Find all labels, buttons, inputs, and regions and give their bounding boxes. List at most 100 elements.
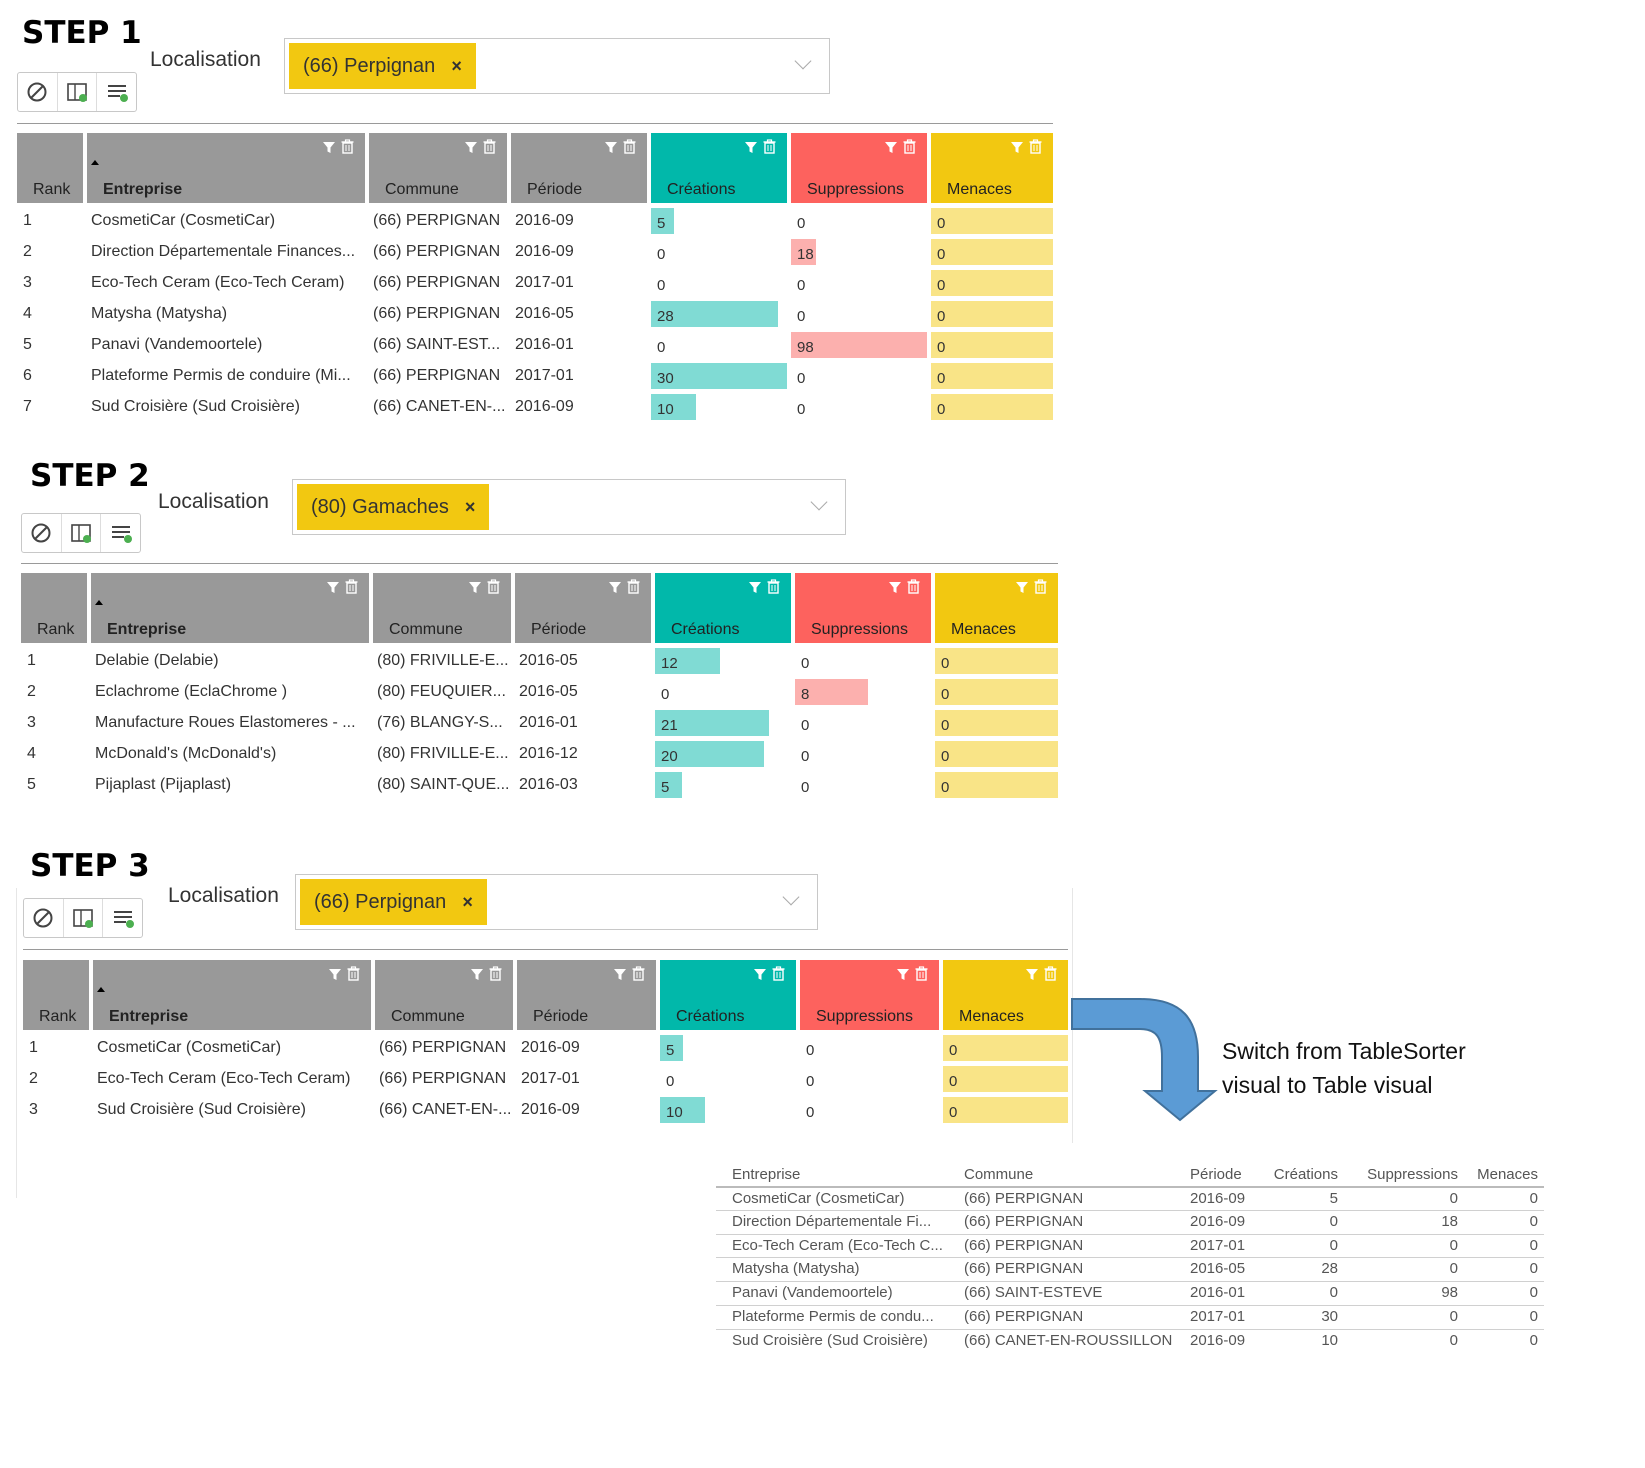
table-row[interactable]: 6 Plateforme Permis de conduire (Mi... (66… (17, 360, 1053, 391)
column-header-periode[interactable]: Période (511, 133, 651, 203)
delete-button[interactable] (344, 579, 359, 598)
filter-button[interactable] (744, 139, 758, 158)
clear-filter-button[interactable] (24, 899, 64, 937)
column-header-periode[interactable]: Période (517, 960, 660, 1030)
filter-button[interactable] (608, 579, 622, 598)
selected-location-chip[interactable]: (66) Perpignan × (300, 879, 487, 925)
selected-location-chip[interactable]: (66) Perpignan × (289, 43, 476, 89)
delete-button[interactable] (482, 139, 497, 158)
column-header-rank[interactable]: Rank (21, 573, 91, 643)
filter-button[interactable] (884, 139, 898, 158)
delete-button[interactable] (762, 139, 777, 158)
sort-asc-icon[interactable] (91, 160, 99, 165)
column-header-suppressions[interactable]: Suppressions (791, 133, 931, 203)
table-row[interactable]: 7 Sud Croisière (Sud Croisière) (66) CANET… (17, 391, 1053, 422)
localisation-slicer[interactable]: (66) Perpignan × (295, 874, 818, 930)
table-row[interactable]: 2 Direction Départementale Finances... (66… (17, 236, 1053, 267)
add-report-button[interactable] (58, 73, 98, 111)
sort-asc-icon[interactable] (97, 987, 105, 992)
column-header-suppressions[interactable]: Suppressions (800, 960, 943, 1030)
column-header-menaces[interactable]: Menaces (935, 573, 1058, 643)
table-visual-header-entreprise[interactable]: Entreprise (732, 1166, 801, 1183)
column-header-creations[interactable]: Créations (651, 133, 791, 203)
chip-remove-icon[interactable]: × (464, 496, 476, 517)
table-visual-header-suppressions[interactable]: Suppressions (1367, 1166, 1458, 1183)
delete-button[interactable] (914, 966, 929, 985)
filter-button[interactable] (748, 579, 762, 598)
table-row[interactable]: 3 Manufacture Roues Elastomeres - ... (76)… (21, 707, 1058, 738)
column-header-creations[interactable]: Créations (655, 573, 795, 643)
delete-button[interactable] (1033, 579, 1048, 598)
chevron-down-icon[interactable] (782, 888, 800, 906)
add-list-button[interactable] (97, 73, 136, 111)
chevron-down-icon[interactable] (810, 493, 828, 511)
table-row[interactable]: 4 McDonald's (McDonald's) (80) FRIVILLE-E.… (21, 738, 1058, 769)
delete-button[interactable] (488, 966, 503, 985)
selected-location-chip[interactable]: (80) Gamaches × (297, 484, 490, 530)
table-row[interactable]: 1 Delabie (Delabie) (80) FRIVILLE-E... 2016… (21, 645, 1058, 676)
delete-button[interactable] (340, 139, 355, 158)
column-header-menaces[interactable]: Menaces (931, 133, 1053, 203)
column-header-commune[interactable]: Commune (369, 133, 511, 203)
table-row[interactable]: 2 Eco-Tech Ceram (Eco-Tech Ceram) (66) PER… (23, 1063, 1068, 1094)
column-header-entreprise[interactable]: Entreprise (93, 960, 375, 1030)
delete-button[interactable] (346, 966, 361, 985)
delete-button[interactable] (631, 966, 646, 985)
column-header-periode[interactable]: Période (515, 573, 655, 643)
filter-button[interactable] (322, 139, 336, 158)
clear-filter-button[interactable] (22, 514, 62, 552)
filter-button[interactable] (613, 966, 627, 985)
delete-button[interactable] (622, 139, 637, 158)
table-visual-row[interactable]: Panavi (Vandemoortele) (66) SAINT-ESTEVE 2… (716, 1281, 1544, 1306)
delete-button[interactable] (626, 579, 641, 598)
column-header-commune[interactable]: Commune (375, 960, 517, 1030)
table-row[interactable]: 4 Matysha (Matysha) (66) PERPIGNAN 2016-05 2… (17, 298, 1053, 329)
column-header-commune[interactable]: Commune (373, 573, 515, 643)
filter-button[interactable] (1025, 966, 1039, 985)
delete-button[interactable] (902, 139, 917, 158)
chevron-down-icon[interactable] (794, 52, 812, 70)
table-row[interactable]: 5 Pijaplast (Pijaplast) (80) SAINT-QUE... 2… (21, 769, 1058, 800)
table-visual-row[interactable]: Eco-Tech Ceram (Eco-Tech C... (66) PERPIG… (716, 1233, 1544, 1259)
table-visual-row[interactable]: Sud Croisière (Sud Croisière) (66) CANET-… (716, 1328, 1544, 1354)
column-header-menaces[interactable]: Menaces (943, 960, 1068, 1030)
filter-button[interactable] (328, 966, 342, 985)
table-row[interactable]: 1 CosmetiCar (CosmetiCar) (66) PERPIGNAN 20… (17, 205, 1053, 236)
table-visual-header-menaces[interactable]: Menaces (1477, 1166, 1538, 1183)
filter-button[interactable] (1010, 139, 1024, 158)
table-row[interactable]: 3 Sud Croisière (Sud Croisière) (66) CANET… (23, 1094, 1068, 1125)
filter-button[interactable] (464, 139, 478, 158)
delete-button[interactable] (486, 579, 501, 598)
delete-button[interactable] (906, 579, 921, 598)
add-report-button[interactable] (62, 514, 102, 552)
column-header-entreprise[interactable]: Entreprise (87, 133, 369, 203)
filter-button[interactable] (888, 579, 902, 598)
add-list-button[interactable] (103, 899, 142, 937)
table-visual-row[interactable]: Matysha (Matysha) (66) PERPIGNAN 2016-05 28… (716, 1257, 1544, 1282)
filter-button[interactable] (604, 139, 618, 158)
table-visual-row[interactable]: Plateforme Permis de condu... (66) PERPIG… (716, 1305, 1544, 1330)
table-row[interactable]: 2 Eclachrome (EclaChrome ) (80) FEUQUIER..… (21, 676, 1058, 707)
table-visual-row[interactable]: Direction Départementale Fi... (66) PERPI… (716, 1209, 1544, 1235)
table-row[interactable]: 3 Eco-Tech Ceram (Eco-Tech Ceram) (66) PER… (17, 267, 1053, 298)
table-visual-row[interactable]: CosmetiCar (CosmetiCar) (66) PERPIGNAN 201… (716, 1186, 1544, 1212)
table-row[interactable]: 1 CosmetiCar (CosmetiCar) (66) PERPIGNAN 20… (23, 1032, 1068, 1063)
filter-button[interactable] (470, 966, 484, 985)
column-header-entreprise[interactable]: Entreprise (91, 573, 373, 643)
localisation-slicer[interactable]: (66) Perpignan × (284, 38, 830, 94)
localisation-slicer[interactable]: (80) Gamaches × (292, 479, 846, 535)
filter-button[interactable] (896, 966, 910, 985)
add-report-button[interactable] (64, 899, 104, 937)
table-visual-header-periode[interactable]: Période (1190, 1166, 1242, 1183)
add-list-button[interactable] (101, 514, 140, 552)
delete-button[interactable] (771, 966, 786, 985)
table-visual-header-creations[interactable]: Créations (1273, 1166, 1338, 1183)
filter-button[interactable] (1015, 579, 1029, 598)
table-row[interactable]: 5 Panavi (Vandemoortele) (66) SAINT-EST...… (17, 329, 1053, 360)
clear-filter-button[interactable] (18, 73, 58, 111)
chip-remove-icon[interactable]: × (451, 55, 462, 76)
column-header-rank[interactable]: Rank (17, 133, 87, 203)
filter-button[interactable] (326, 579, 340, 598)
column-header-creations[interactable]: Créations (660, 960, 800, 1030)
delete-button[interactable] (766, 579, 781, 598)
